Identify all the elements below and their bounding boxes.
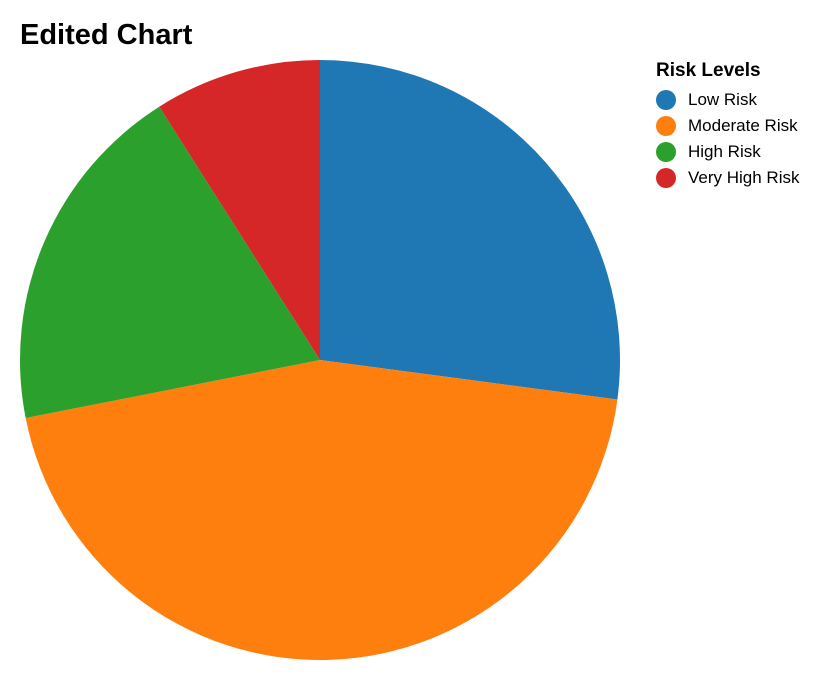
pie-slice-high-risk xyxy=(19,106,321,419)
legend-label: Low Risk xyxy=(688,90,757,109)
legend-swatch-moderate-risk xyxy=(656,116,676,136)
chart-title: Edited Chart xyxy=(20,19,193,51)
legend-swatch-low-risk xyxy=(656,90,676,110)
legend-title: Risk Levels xyxy=(656,60,761,81)
legend-label: Moderate Risk xyxy=(688,116,798,135)
pie-slice-moderate-risk xyxy=(25,360,618,660)
legend: Risk Levels Low Risk Moderate Risk High Ri… xyxy=(656,58,799,191)
legend-swatch-very-high-risk xyxy=(656,168,676,188)
legend-swatch-high-risk xyxy=(656,142,676,162)
legend-item-low-risk: Low Risk xyxy=(656,87,799,113)
pie-slices xyxy=(19,60,620,660)
legend-label: High Risk xyxy=(688,142,761,161)
pie-slice-low-risk xyxy=(320,60,620,400)
legend-item-high-risk: High Risk xyxy=(656,139,799,165)
legend-item-moderate-risk: Moderate Risk xyxy=(656,113,799,139)
pie-slice-very-high-risk xyxy=(159,60,320,360)
legend-items: Low Risk Moderate Risk High Risk Very High … xyxy=(656,87,799,191)
legend-item-very-high-risk: Very High Risk xyxy=(656,165,799,191)
legend-label: Very High Risk xyxy=(688,168,800,187)
